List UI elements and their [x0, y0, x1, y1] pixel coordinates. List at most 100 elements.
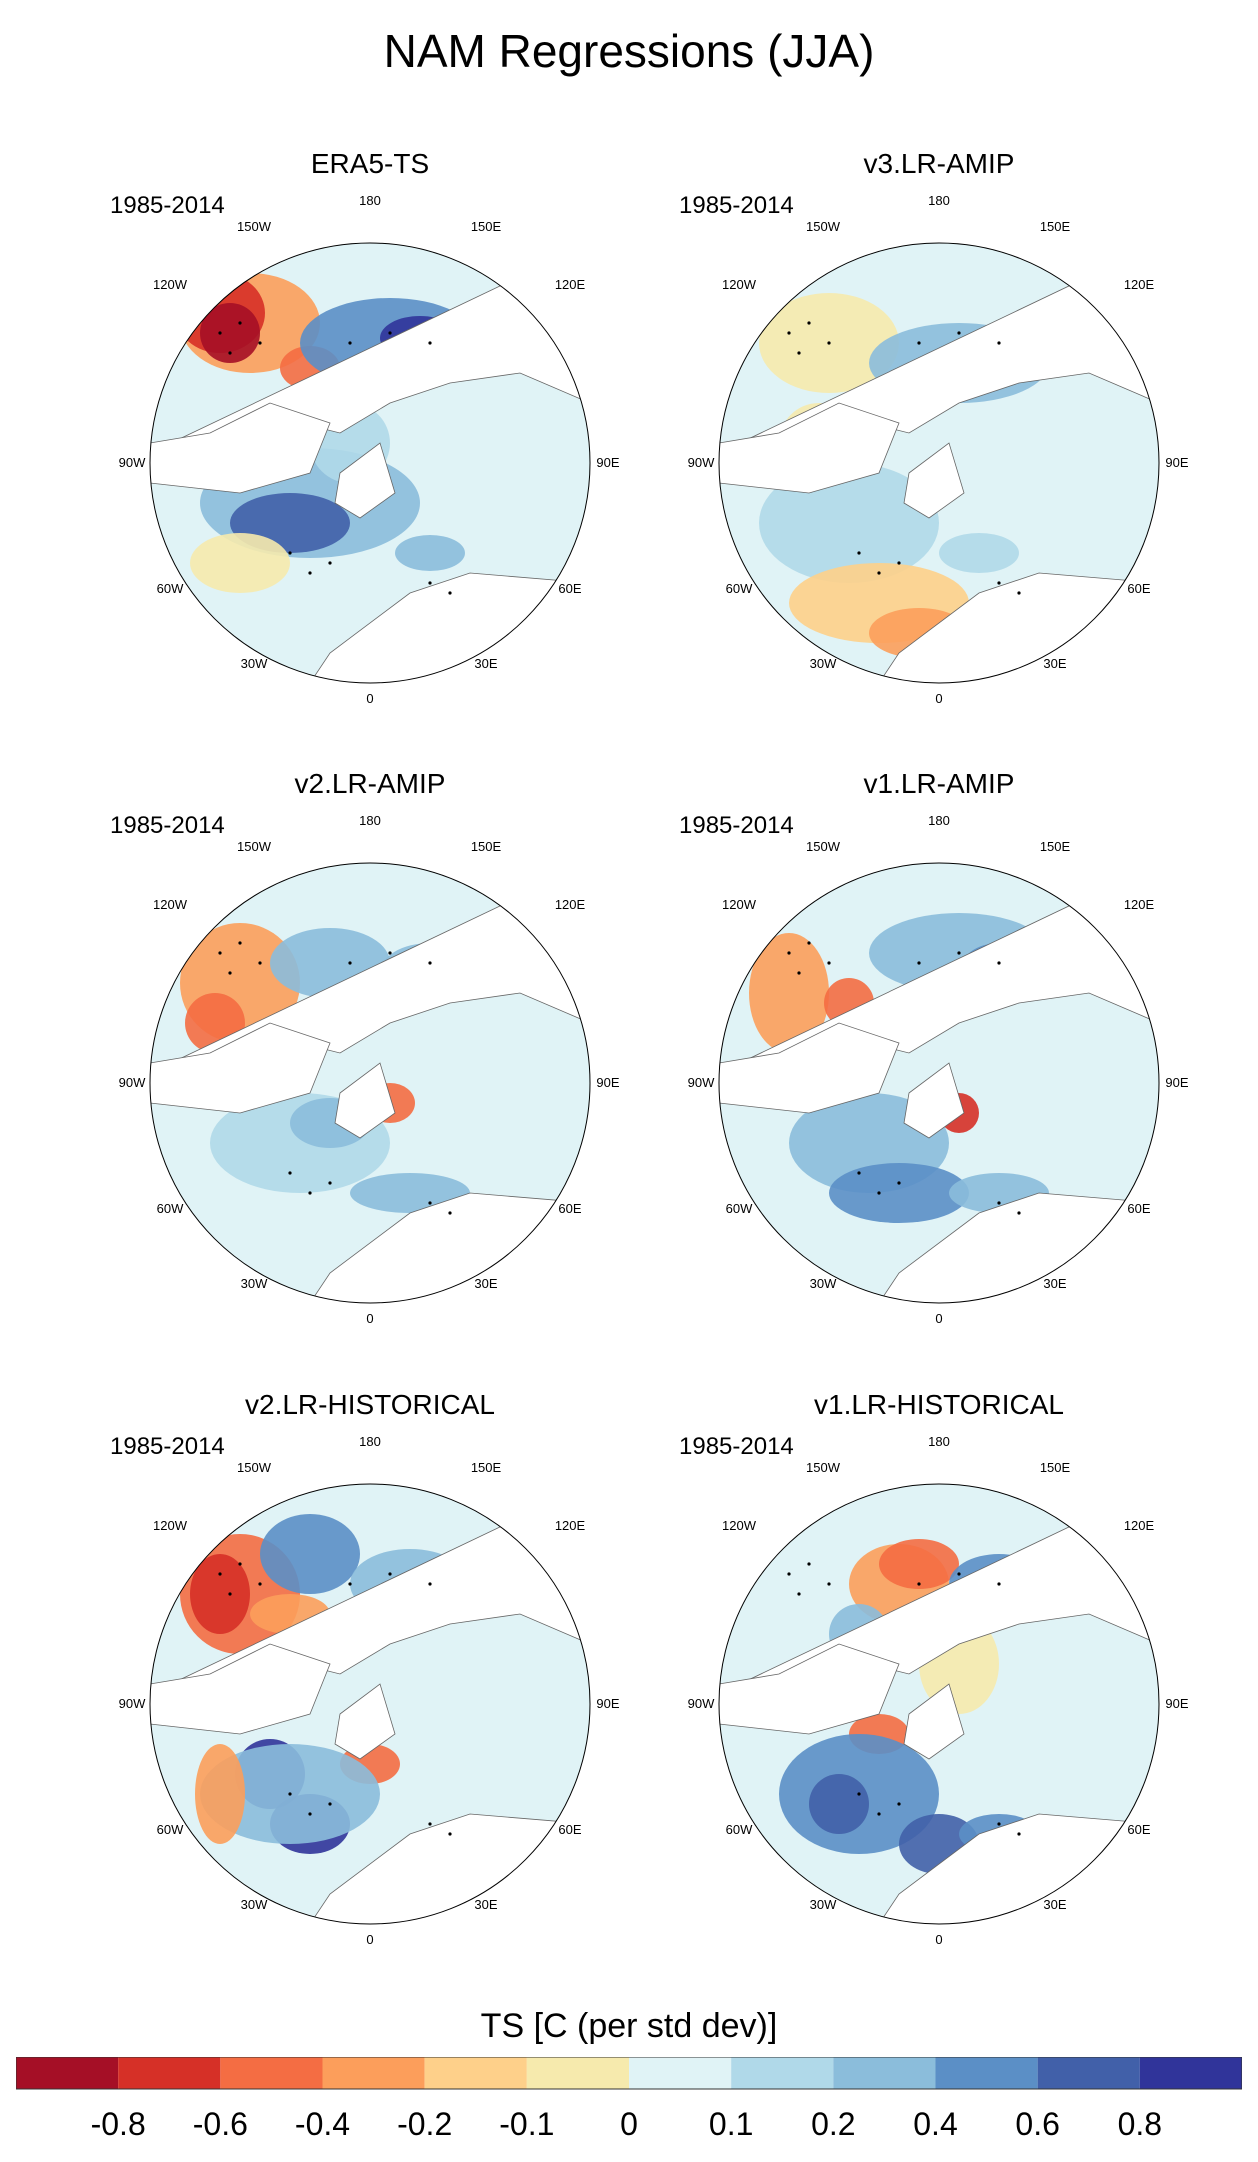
panel-title: v1.LR-AMIP	[863, 768, 1015, 799]
significance-dot	[797, 351, 801, 355]
significance-dot	[218, 951, 222, 955]
colorbar-swatch	[1037, 2057, 1140, 2089]
map-panel-era5: ERA5-TS 1985-2014 180 150W 150E 120W 120E 90W…	[90, 146, 650, 706]
polar-map: 180 150W 150E 120W 120E 90W 90E 60W 60E 30W 30E 0	[119, 813, 620, 1326]
significance-dot	[218, 1572, 222, 1576]
polar-map: 180 150W 150E 120W 120E 90W 90E 60W 60E 30W 30E 0	[688, 813, 1189, 1326]
longitude-label-lon90w: 90W	[688, 1075, 715, 1090]
longitude-label-lon150w: 150W	[237, 219, 272, 234]
greenland-land	[903, 442, 965, 519]
longitude-label-lon60e: 60E	[1127, 1201, 1150, 1216]
significance-dot	[807, 321, 811, 325]
panel-title: v1.LR-HISTORICAL	[814, 1389, 1064, 1420]
anomaly-patch	[829, 1163, 969, 1223]
north-america-land	[719, 1022, 900, 1114]
greenland-land	[903, 1683, 965, 1760]
significance-dot	[917, 961, 921, 965]
longitude-label-lon90e: 90E	[596, 1696, 619, 1711]
map-panel-v2-amip: v2.LR-AMIP 1985-2014 180 150W 150E 120W 120E…	[90, 766, 650, 1326]
colorbar-title: TS [C (per std dev)]	[480, 2007, 778, 2045]
longitude-label-lon30e: 30E	[474, 1897, 497, 1912]
longitude-label-lon30w: 30W	[810, 656, 837, 671]
significance-dot	[957, 331, 961, 335]
longitude-label-lon180: 180	[928, 193, 950, 208]
significance-dot	[787, 331, 791, 335]
colorbar-swatch	[731, 2057, 834, 2089]
greenland-land	[334, 1062, 396, 1139]
significance-dot	[428, 341, 432, 345]
longitude-label-lon30e: 30E	[474, 1276, 497, 1291]
significance-dot	[1017, 1832, 1021, 1836]
colorbar-swatch	[322, 2057, 425, 2089]
anomaly-patch	[879, 1539, 959, 1589]
colorbar-swatch	[424, 2057, 527, 2089]
longitude-label-lon90w: 90W	[688, 1696, 715, 1711]
longitude-label-lon60w: 60W	[157, 1822, 184, 1837]
longitude-label-lon180: 180	[359, 193, 381, 208]
anomaly-patch	[190, 533, 290, 593]
significance-dot	[997, 1582, 1001, 1586]
panel-title: v2.LR-HISTORICAL	[245, 1389, 495, 1420]
significance-dot	[288, 1792, 292, 1796]
longitude-label-lon120e: 120E	[1124, 277, 1155, 292]
significance-dot	[308, 1812, 312, 1816]
north-america-land	[150, 1022, 331, 1114]
longitude-label-lon120w: 120W	[153, 277, 188, 292]
longitude-label-lon180: 180	[928, 813, 950, 828]
colorbar-swatch	[935, 2057, 1038, 2089]
longitude-label-lon0: 0	[366, 1932, 373, 1947]
longitude-label-lon150w: 150W	[806, 1460, 841, 1475]
anomaly-patch	[759, 463, 939, 583]
longitude-label-lon30w: 30W	[241, 1897, 268, 1912]
significance-dot	[238, 941, 242, 945]
north-america-land	[150, 402, 331, 494]
longitude-label-lon60w: 60W	[726, 1201, 753, 1216]
map-panel-v1-amip: v1.LR-AMIP 1985-2014 180 150W 150E 120W 120E…	[659, 766, 1219, 1326]
greenland-land	[903, 1062, 965, 1139]
significance-dot	[238, 1562, 242, 1566]
anomaly-patch	[395, 535, 465, 571]
longitude-label-lon150e: 150E	[471, 1460, 502, 1475]
significance-dot	[308, 1191, 312, 1195]
map-border	[149, 862, 591, 1304]
longitude-label-lon120e: 120E	[555, 277, 586, 292]
significance-dot	[877, 1812, 881, 1816]
significance-dot	[957, 1572, 961, 1576]
significance-dot	[917, 1582, 921, 1586]
longitude-label-lon120e: 120E	[555, 897, 586, 912]
greenland-land	[334, 442, 396, 519]
longitude-label-lon180: 180	[359, 813, 381, 828]
colorbar-frame	[16, 2057, 1242, 2090]
significance-dot	[448, 1211, 452, 1215]
north-america-land	[150, 1643, 331, 1735]
longitude-label-lon30w: 30W	[810, 1276, 837, 1291]
anomaly-patch	[190, 1554, 250, 1634]
significance-dot	[897, 1802, 901, 1806]
longitude-label-lon90w: 90W	[119, 1696, 146, 1711]
colorbar-swatch	[629, 2057, 732, 2089]
colorbar-tick-label: 0.4	[913, 2106, 957, 2142]
colorbar-tick-label: -0.8	[91, 2106, 146, 2142]
panel-period: 1985-2014	[679, 812, 794, 839]
longitude-label-lon30w: 30W	[241, 1276, 268, 1291]
colorbar-tick-label: 0.2	[811, 2106, 855, 2142]
map-border	[149, 242, 591, 684]
significance-dot	[328, 1802, 332, 1806]
panel-period: 1985-2014	[679, 1433, 794, 1460]
longitude-label-lon30w: 30W	[241, 656, 268, 671]
map-border	[718, 862, 1160, 1304]
significance-dot	[857, 1792, 861, 1796]
significance-dot	[807, 941, 811, 945]
significance-dot	[348, 961, 352, 965]
polar-map: 180 150W 150E 120W 120E 90W 90E 60W 60E 30W 30E 0	[119, 1434, 620, 1947]
longitude-label-lon60e: 60E	[1127, 1822, 1150, 1837]
significance-dot	[288, 551, 292, 555]
significance-dot	[258, 961, 262, 965]
longitude-label-lon180: 180	[359, 1434, 381, 1449]
significance-dot	[957, 951, 961, 955]
panel-period: 1985-2014	[110, 812, 225, 839]
longitude-label-lon60w: 60W	[157, 1201, 184, 1216]
map-panel-v1-historical: v1.LR-HISTORICAL 1985-2014 180 150W 150E 12…	[659, 1387, 1219, 1947]
colorbar-swatch	[118, 2057, 221, 2089]
longitude-label-lon30e: 30E	[1043, 1897, 1066, 1912]
